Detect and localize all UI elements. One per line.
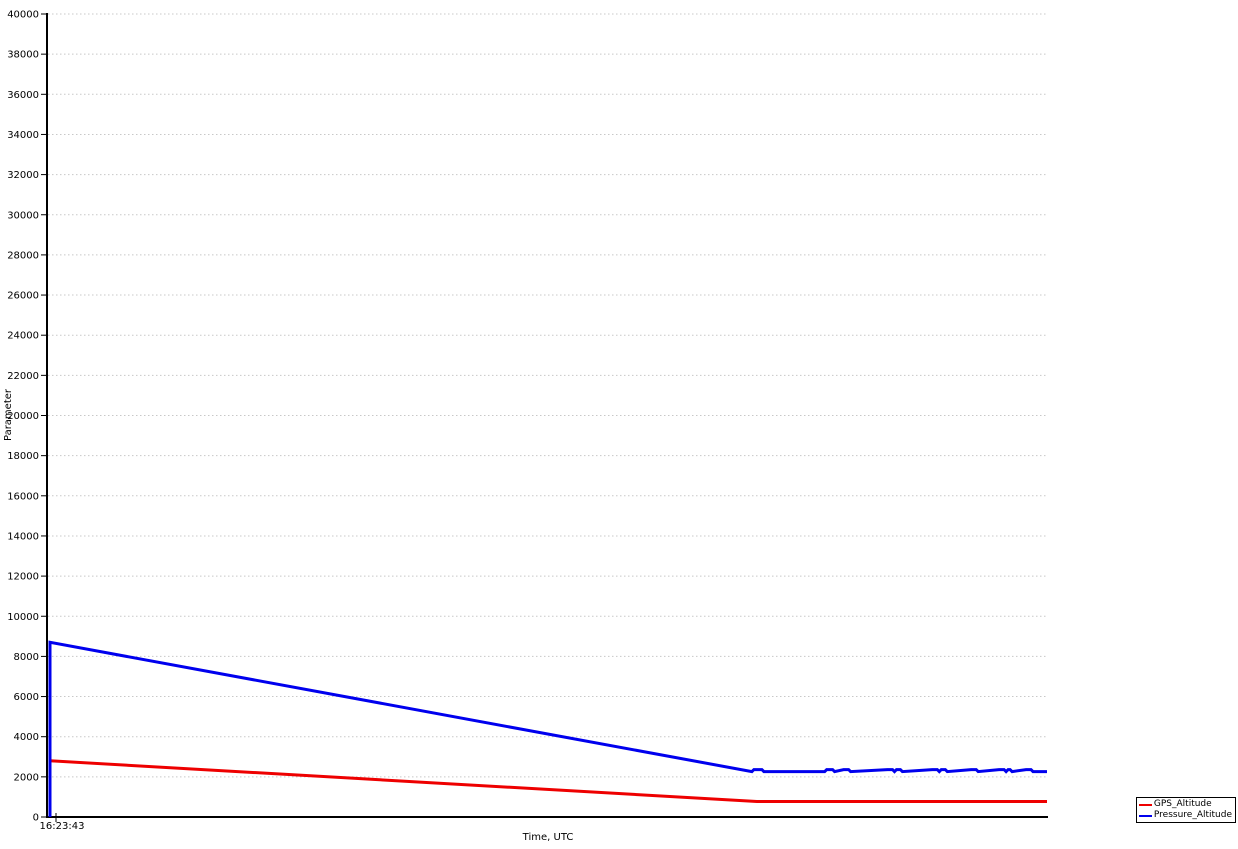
y-tick-label: 2000 (14, 772, 39, 783)
y-axis-title: Parameter (3, 388, 14, 442)
legend-swatch-gps-altitude (1138, 803, 1152, 806)
legend-label-pressure-altitude: Pressure_Altitude (1153, 810, 1232, 820)
y-tick-label: 24000 (7, 331, 39, 342)
y-tick-label: 36000 (7, 90, 39, 101)
y-tick-label: 0 (33, 813, 39, 824)
series-line-pressure_altitude (48, 640, 1047, 817)
x-axis-title: Time, UTC (522, 832, 574, 843)
y-tick-label: 34000 (7, 130, 39, 141)
y-tick-label: 26000 (7, 291, 39, 302)
series-line-gps_altitude (49, 759, 1047, 803)
y-tick-label: 32000 (7, 170, 39, 181)
y-tick-label: 8000 (14, 652, 39, 663)
legend-item-gps-altitude: GPS_Altitude (1138, 799, 1232, 810)
y-tick-label: 20000 (7, 411, 39, 422)
y-tick-label: 38000 (7, 50, 39, 61)
y-tick-label: 4000 (14, 732, 39, 743)
y-tick-label: 12000 (7, 572, 39, 583)
x-tick-label-start-time: 16:23:43 (39, 821, 85, 832)
legend-label-gps-altitude: GPS_Altitude (1153, 799, 1212, 809)
y-tick-label: 18000 (7, 451, 39, 462)
legend-swatch-pressure-altitude (1138, 814, 1152, 817)
y-tick-label: 10000 (7, 612, 39, 623)
y-tick-label: 28000 (7, 250, 39, 261)
legend-item-pressure-altitude: Pressure_Altitude (1138, 810, 1232, 821)
y-tick-label: 30000 (7, 210, 39, 221)
y-tick-label: 6000 (14, 692, 39, 703)
y-tick-label: 22000 (7, 371, 39, 382)
y-tick-label: 40000 (7, 10, 39, 21)
y-tick-label: 14000 (7, 531, 39, 542)
y-tick-label: 16000 (7, 491, 39, 502)
legend: GPS_Altitude Pressure_Altitude (1135, 797, 1236, 823)
